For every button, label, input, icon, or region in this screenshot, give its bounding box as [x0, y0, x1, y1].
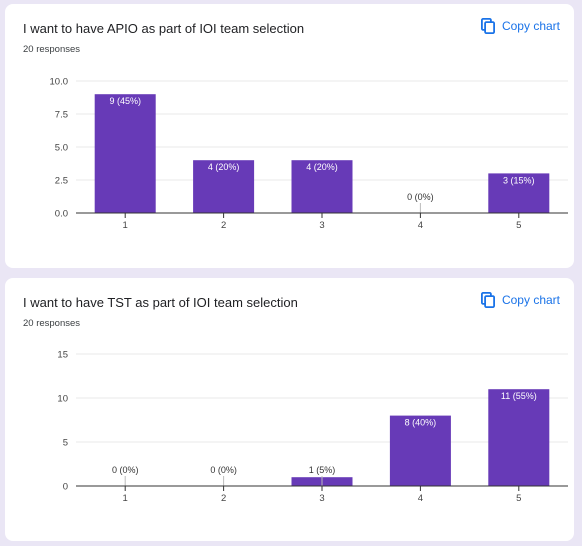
y-tick-label: 5: [63, 438, 68, 449]
data-label: 4 (20%): [306, 162, 338, 172]
response-count: 20 responses: [23, 44, 81, 55]
bar: [94, 94, 156, 213]
x-tick-label: 2: [221, 493, 226, 504]
data-label: 11 (55%): [501, 391, 537, 401]
x-tick-label: 5: [516, 493, 521, 504]
y-tick-label: 7.5: [55, 110, 68, 121]
x-tick-label: 4: [418, 220, 423, 231]
copy-chart-label: Copy chart: [501, 19, 560, 33]
x-tick-label: 3: [319, 220, 324, 231]
question-title: I want to have TST as part of IOI team s…: [23, 295, 298, 310]
data-label: 0 (0%): [407, 192, 434, 202]
y-tick-label: 15: [57, 350, 68, 361]
data-label: 4 (20%): [208, 162, 240, 172]
x-tick-label: 4: [418, 493, 423, 504]
data-label: 8 (40%): [405, 418, 437, 428]
y-tick-label: 10.0: [50, 77, 69, 88]
x-tick-label: 1: [123, 493, 128, 504]
bar: [488, 173, 550, 213]
question-card: I want to have TST as part of IOI team s…: [5, 278, 574, 541]
copy-chart-button[interactable]: Copy chart: [480, 18, 560, 34]
question-title: I want to have APIO as part of IOI team …: [23, 21, 305, 36]
bar: [291, 160, 353, 213]
y-tick-label: 0: [63, 482, 68, 493]
copy-chart-button[interactable]: Copy chart: [480, 292, 560, 308]
bar-chart: 0.0 2.5 5.0 7.5 10.0 1 9 (45%) 2 4 (20%) 3 4 (20%)…: [50, 77, 568, 231]
data-label: 3 (15%): [503, 175, 535, 185]
x-tick-label: 2: [221, 220, 226, 231]
x-tick-label: 3: [319, 493, 324, 504]
data-label: 1 (5%): [309, 465, 336, 475]
y-tick-label: 10: [57, 394, 68, 405]
copy-icon: [480, 18, 495, 34]
y-tick-label: 5.0: [55, 143, 68, 154]
response-count: 20 responses: [23, 318, 81, 329]
data-label: 0 (0%): [210, 465, 237, 475]
y-tick-label: 2.5: [55, 176, 68, 187]
copy-chart-label: Copy chart: [501, 293, 560, 307]
bar: [389, 415, 451, 486]
bar: [488, 389, 550, 486]
bar: [193, 160, 255, 213]
bar-chart: 0 5 10 15 1 0 (0%) 2 0 (0%) 3 1 (5%) 4 8 (40%) 5 11 (…: [57, 350, 568, 504]
data-label: 0 (0%): [112, 465, 139, 475]
x-tick-label: 1: [123, 220, 128, 231]
y-tick-label: 0.0: [55, 209, 68, 220]
x-tick-label: 5: [516, 220, 521, 231]
question-card: I want to have APIO as part of IOI team …: [5, 4, 574, 268]
data-label: 9 (45%): [109, 96, 141, 106]
copy-icon: [480, 292, 495, 308]
